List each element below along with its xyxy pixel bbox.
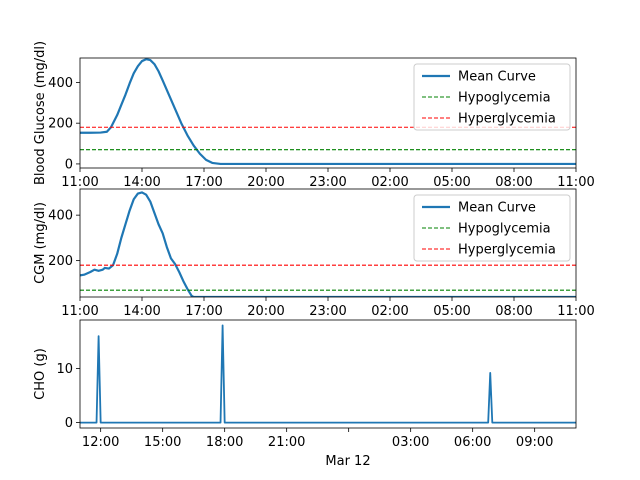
- legend-label: Mean Curve: [458, 70, 536, 85]
- x-tick-label: 20:00: [247, 175, 284, 190]
- subplot-1: 0 200 400 11:00 14:00 17:00 20:00 23:00 02:00 05:…: [33, 41, 595, 190]
- x-tick-label: 05:00: [433, 175, 470, 190]
- legend: Mean Curve Hypoglycemia Hyperglycemia: [413, 194, 571, 262]
- x-tick-label: 05:00: [433, 304, 470, 319]
- y-tick-label: 200: [48, 254, 73, 269]
- y-axis-label: CGM (mg/dl): [33, 202, 48, 284]
- x-tick-label: 20:00: [247, 304, 284, 319]
- y-tick-label: 10: [56, 362, 73, 377]
- y-axis-label: Blood Glucose (mg/dl): [33, 41, 48, 185]
- x-tick-label: 11:00: [557, 304, 594, 319]
- x-tick-label: 02:00: [371, 175, 408, 190]
- x-tick-label: 08:00: [495, 304, 532, 319]
- x-tick-label: 14:00: [123, 304, 160, 319]
- legend-label: Hyperglycemia: [458, 112, 556, 127]
- y-tick-label: 200: [48, 117, 73, 132]
- x-tick-label: 06:00: [454, 435, 491, 450]
- y-axis-label: CHO (g): [33, 348, 48, 400]
- subplot-3: 0 10 12:00 15:00 18:00 21:00 03:00 06:00 09:00 CH…: [33, 319, 577, 469]
- legend-label: Mean Curve: [458, 201, 536, 216]
- x-tick-label: 12:00: [82, 435, 119, 450]
- axes-frame: [79, 319, 577, 429]
- x-tick-label: 14:00: [123, 175, 160, 190]
- x-tick-label: 15:00: [144, 435, 181, 450]
- x-tick-label: 18:00: [206, 435, 243, 450]
- x-tick-label: 23:00: [309, 175, 346, 190]
- legend-label: Hypoglycemia: [458, 222, 551, 237]
- y-tick-label: 400: [48, 209, 73, 224]
- y-tick-label: 400: [48, 76, 73, 91]
- y-tick-label: 0: [65, 416, 73, 431]
- x-tick-label: 11:00: [557, 175, 594, 190]
- x-tick-label: 03:00: [392, 435, 429, 450]
- subplot-2: 200 400 11:00 14:00 17:00 20:00 23:00 02:00 05:0…: [33, 188, 595, 319]
- legend-label: Hyperglycemia: [458, 243, 556, 258]
- legend-label: Hypoglycemia: [458, 91, 551, 106]
- x-tick-label: 08:00: [495, 175, 532, 190]
- x-tick-label: 23:00: [309, 304, 346, 319]
- x-tick-label: 21:00: [268, 435, 305, 450]
- x-tick-label: 17:00: [185, 304, 222, 319]
- legend: Mean Curve Hypoglycemia Hyperglycemia: [413, 63, 571, 131]
- x-axis-label: Mar 12: [325, 454, 370, 469]
- series-line-cho: [80, 324, 576, 424]
- series-line-mean-curve: [80, 58, 576, 166]
- x-tick-label: 17:00: [185, 175, 222, 190]
- legend-box: [413, 194, 571, 262]
- series-line-mean-curve: [80, 191, 576, 297]
- x-tick-label: 11:00: [61, 304, 98, 319]
- x-tick-label: 09:00: [516, 435, 553, 450]
- legend-box: [413, 63, 571, 131]
- x-tick-label: 11:00: [61, 175, 98, 190]
- y-tick-label: 0: [65, 157, 73, 172]
- x-tick-label: 02:00: [371, 304, 408, 319]
